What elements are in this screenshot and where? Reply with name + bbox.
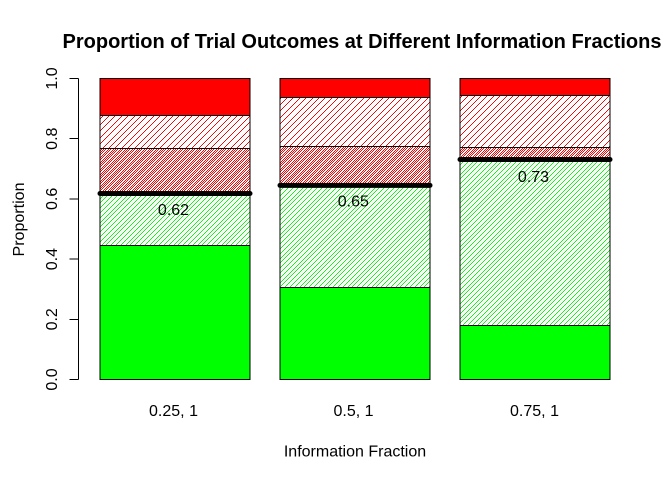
svg-text:0.5, 1: 0.5, 1	[333, 403, 373, 420]
svg-text:0.25, 1: 0.25, 1	[149, 403, 198, 420]
svg-text:0.0: 0.0	[44, 368, 61, 390]
svg-text:0.65: 0.65	[338, 194, 369, 211]
svg-text:0.73: 0.73	[518, 169, 549, 186]
svg-text:0.8: 0.8	[44, 127, 61, 149]
svg-text:0.4: 0.4	[44, 248, 61, 270]
svg-text:0.75, 1: 0.75, 1	[510, 403, 559, 420]
svg-text:1.0: 1.0	[44, 67, 61, 89]
svg-text:Information Fraction: Information Fraction	[284, 443, 426, 460]
svg-text:Proportion of Trial Outcomes a: Proportion of Trial Outcomes at Differen…	[63, 31, 662, 53]
svg-text:Proportion: Proportion	[11, 183, 28, 257]
svg-text:0.62: 0.62	[158, 202, 189, 219]
svg-text:0.6: 0.6	[44, 188, 61, 210]
svg-text:0.2: 0.2	[44, 308, 61, 330]
